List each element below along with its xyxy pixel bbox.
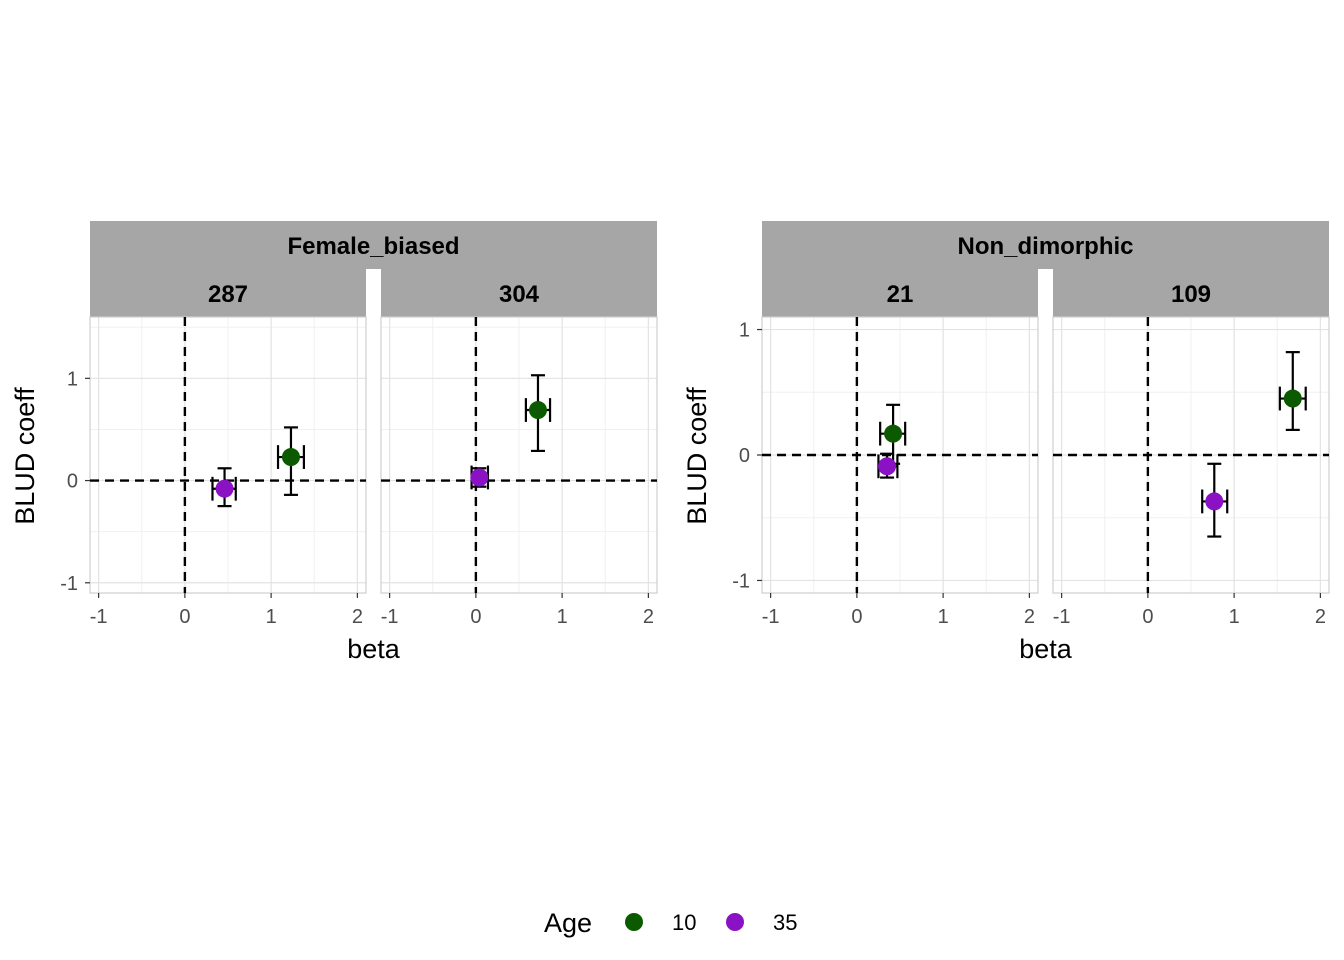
x-tick-label: 1 [266, 606, 277, 628]
data-point-age-35 [1205, 492, 1224, 511]
legend-key-age-10 [625, 913, 643, 931]
data-point-age-35 [215, 479, 234, 498]
x-tick-label: 0 [851, 606, 862, 628]
data-point-age-10 [884, 424, 903, 443]
facet-strip-outer [762, 221, 1329, 269]
x-tick-label: -1 [762, 606, 780, 628]
data-point-age-10 [1283, 389, 1302, 408]
panel-border [380, 316, 658, 594]
legend-title: Age [544, 908, 592, 938]
panel-strip-title: 304 [499, 281, 540, 308]
facet-strip-title: Non_dimorphic [957, 233, 1133, 260]
x-tick-label: 0 [1142, 606, 1153, 628]
y-tick-label: 0 [67, 471, 78, 493]
panel-287: 287 -1 0 1 2 [89, 269, 367, 628]
data-point-age-35 [878, 457, 897, 476]
legend-label-age-10: 10 [672, 910, 696, 935]
data-layer [470, 374, 552, 490]
y-tick-label: -1 [732, 570, 750, 592]
data-layer [1201, 351, 1307, 538]
x-tick-label: 1 [1229, 606, 1240, 628]
x-tick-label: 2 [352, 606, 363, 628]
panel-304: 304 -1 0 1 2 [380, 269, 658, 628]
x-tick-label: 1 [557, 606, 568, 628]
panel-21: 21 -1 0 1 2 [761, 269, 1039, 628]
x-tick-label: 2 [1315, 606, 1326, 628]
x-tick-label: -1 [381, 606, 399, 628]
panel-strip-title: 109 [1171, 281, 1211, 308]
facet-strip-inner [1053, 269, 1329, 317]
x-tick-label: -1 [1053, 606, 1071, 628]
y-tick-label: 1 [739, 320, 750, 342]
data-point-age-10 [528, 401, 547, 420]
data-point-age-10 [281, 448, 300, 467]
x-tick-label: 2 [643, 606, 654, 628]
facet-strip-outer [90, 221, 657, 269]
legend: Age 10 35 [544, 908, 797, 938]
y-tick-label: -1 [60, 573, 78, 595]
x-tick-label: 0 [179, 606, 190, 628]
x-tick-label: 1 [938, 606, 949, 628]
panel-strip-title: 21 [887, 281, 914, 308]
panel-border [89, 316, 367, 594]
facet-group-0: Female_biased 287 -1 0 1 2 304 -1 0 1 2 1 0 -1 beta BLU… [10, 221, 658, 664]
legend-label-age-35: 35 [773, 910, 797, 935]
facet-strip-title: Female_biased [287, 233, 459, 260]
data-point-age-35 [470, 468, 489, 487]
legend-key-age-35 [726, 913, 744, 931]
y-axis-title: BLUD coeff [682, 387, 712, 525]
x-axis-title: beta [1019, 634, 1073, 664]
x-tick-label: 0 [470, 606, 481, 628]
x-tick-label: -1 [90, 606, 108, 628]
data-layer [877, 403, 907, 479]
x-axis-title: beta [347, 634, 401, 664]
data-layer [211, 426, 305, 508]
facet-strip-inner [762, 269, 1038, 317]
facet-strip-inner [381, 269, 657, 317]
panel-strip-title: 287 [208, 281, 248, 308]
facet-strip-inner [90, 269, 366, 317]
y-axis-title: BLUD coeff [10, 387, 40, 525]
panel-109: 109 -1 0 1 2 [1052, 269, 1330, 628]
x-tick-label: 2 [1024, 606, 1035, 628]
y-tick-label: 0 [739, 445, 750, 467]
y-tick-label: 1 [67, 368, 78, 390]
